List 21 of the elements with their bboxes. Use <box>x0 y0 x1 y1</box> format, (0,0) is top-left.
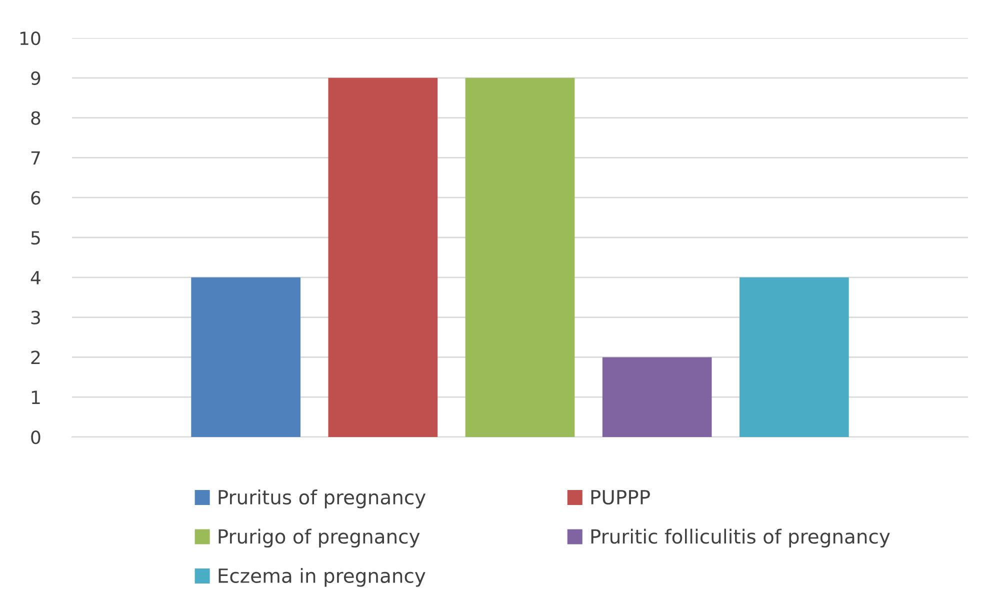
bar <box>602 357 712 437</box>
y-tick-label: 10 <box>20 31 40 46</box>
legend-label: Prurigo of pregnancy <box>218 528 420 548</box>
y-tick-label: 2 <box>31 350 40 364</box>
y-tick-label: 1 <box>32 390 40 404</box>
legend-label: Eczema in pregnancy <box>218 568 426 587</box>
y-tick-label: 4 <box>30 271 40 284</box>
bar <box>328 78 438 437</box>
legend-label: Pruritic folliculitis of pregnancy <box>591 528 890 548</box>
y-tick-label: 3 <box>31 310 40 324</box>
y-tick-label: 8 <box>31 111 40 125</box>
y-tick-label: 9 <box>31 71 40 86</box>
legend-label: Pruritus of pregnancy <box>218 490 426 508</box>
y-tick-label: 7 <box>31 151 40 165</box>
bar <box>740 277 849 437</box>
bar <box>191 277 300 437</box>
y-tick-label: 0 <box>31 430 40 444</box>
legend-label: PUPPP <box>591 490 650 505</box>
y-tick-label: 6 <box>31 191 40 205</box>
bar <box>465 78 575 437</box>
y-tick-label: 5 <box>31 231 40 245</box>
